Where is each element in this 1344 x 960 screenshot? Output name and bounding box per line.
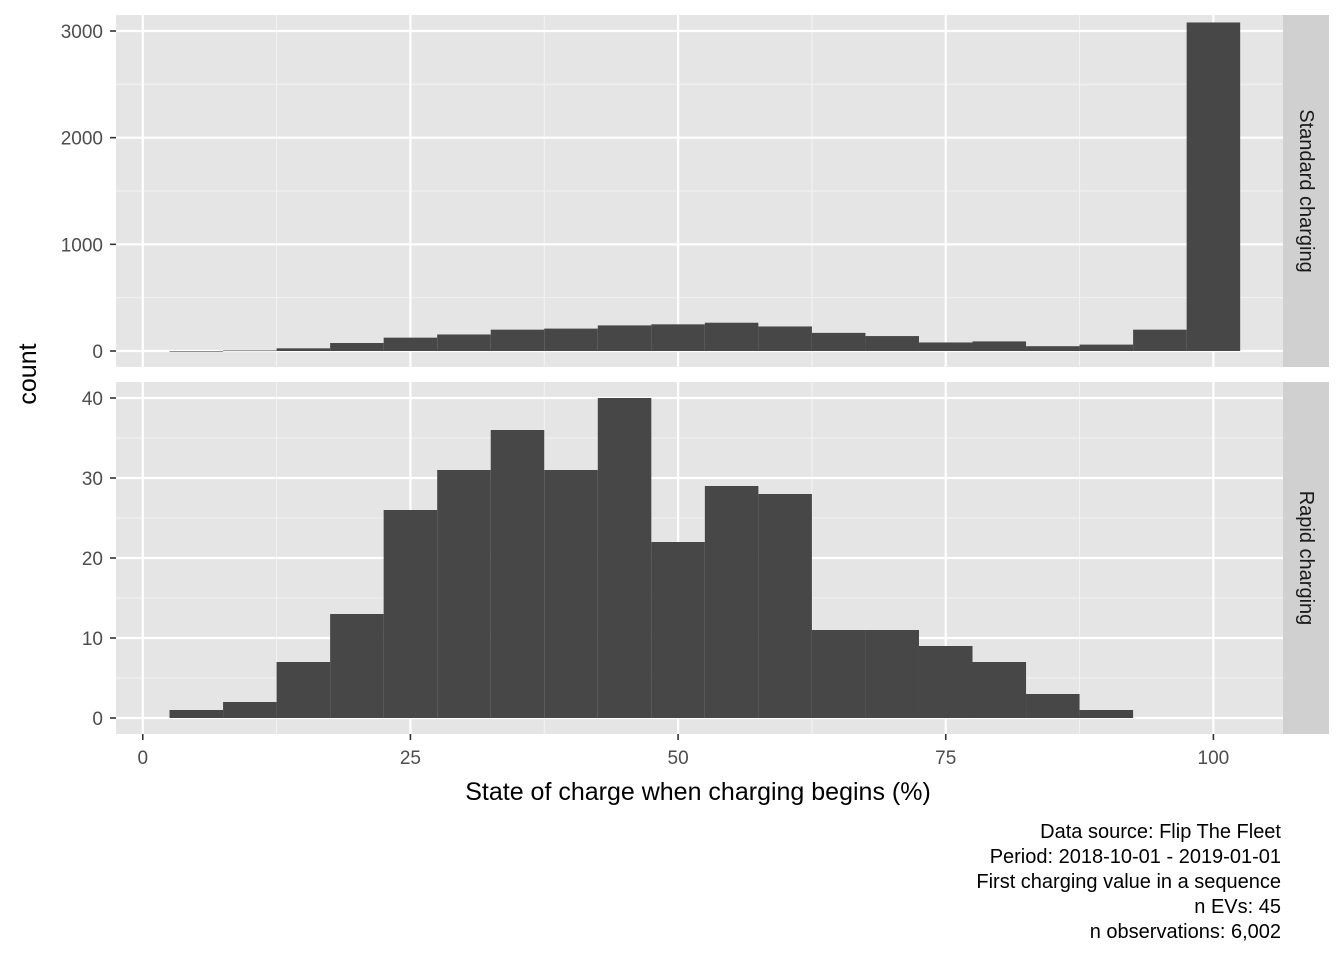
- y-tick-label: 20: [82, 549, 103, 570]
- facet-panel-1: 0 10 20 30 40 Rapid charging: [82, 382, 1329, 734]
- histogram-bar: [490, 329, 545, 351]
- histogram-bar: [330, 343, 384, 351]
- caption-line-n-evs: n EVs: 45: [1194, 896, 1281, 918]
- y-axis-title: count: [14, 343, 42, 404]
- histogram-bar: [811, 332, 866, 351]
- histogram-bar: [704, 486, 759, 718]
- facet-strip-label: Rapid charging: [1295, 491, 1317, 626]
- histogram-bar: [169, 351, 224, 352]
- histogram-bar: [811, 630, 866, 718]
- histogram-bar: [651, 542, 705, 718]
- histogram-bar: [651, 324, 705, 351]
- histogram-bar: [865, 336, 919, 351]
- x-tick-label: 25: [400, 748, 421, 769]
- y-tick-label: 2000: [61, 129, 103, 150]
- histogram-bar: [437, 470, 491, 718]
- facet-panel-0: 0 1000 2000 3000 Standard charging: [61, 15, 1329, 367]
- histogram-bar: [169, 710, 224, 718]
- caption-line-source: Data source: Flip The Fleet: [1040, 821, 1281, 843]
- histogram-bar: [276, 662, 331, 718]
- caption-line-n-observations: n observations: 6,002: [1090, 921, 1281, 943]
- x-tick-label: 50: [668, 748, 689, 769]
- histogram-bar: [865, 630, 919, 718]
- histogram-bar: [223, 350, 277, 352]
- histogram-bar: [383, 337, 438, 351]
- histogram-bar: [1186, 22, 1241, 351]
- y-tick-label: 40: [82, 389, 103, 410]
- histogram-bar: [490, 430, 545, 718]
- histogram-bar: [918, 646, 973, 718]
- y-tick-label: 0: [92, 709, 103, 730]
- histogram-bar: [1026, 346, 1080, 351]
- histogram-bar: [597, 398, 652, 718]
- caption: Data source: Flip The Fleet Period: 2018…: [976, 821, 1281, 943]
- histogram-bar: [544, 328, 598, 351]
- histogram-bar: [383, 510, 438, 718]
- caption-line-period: Period: 2018-10-01 - 2019-01-01: [990, 846, 1281, 868]
- histogram-bar: [972, 341, 1027, 351]
- histogram-bar: [758, 494, 812, 718]
- y-tick-label: 10: [82, 629, 103, 650]
- histogram-bar: [1133, 329, 1187, 351]
- x-tick-label: 0: [137, 748, 148, 769]
- histogram-bar: [597, 325, 652, 351]
- x-axis: 0 25 50 75 100: [137, 734, 1229, 769]
- histogram-bar: [223, 702, 277, 718]
- y-tick-label: 30: [82, 469, 103, 490]
- histogram-bar: [918, 342, 973, 351]
- histogram-bar: [544, 470, 598, 718]
- facet-strip: [1283, 382, 1329, 734]
- x-tick-label: 100: [1198, 748, 1230, 769]
- histogram-bar: [276, 348, 331, 351]
- x-axis-title: State of charge when charging begins (%): [465, 778, 931, 806]
- y-tick-label: 1000: [61, 235, 103, 256]
- x-tick-label: 75: [935, 748, 956, 769]
- histogram-bar: [437, 334, 491, 351]
- histogram-bar: [1079, 344, 1134, 351]
- histogram-bar: [758, 326, 812, 351]
- histogram-bar: [1079, 710, 1134, 718]
- y-tick-label: 0: [92, 342, 103, 363]
- facet-strip-label: Standard charging: [1295, 109, 1317, 272]
- histogram-bar: [330, 614, 384, 718]
- histogram-bar: [972, 662, 1027, 718]
- facet-strip: [1283, 15, 1329, 367]
- histogram-bar: [704, 322, 759, 351]
- y-tick-label: 3000: [61, 22, 103, 43]
- histogram-bar: [1026, 694, 1080, 718]
- caption-line-method: First charging value in a sequence: [976, 871, 1281, 893]
